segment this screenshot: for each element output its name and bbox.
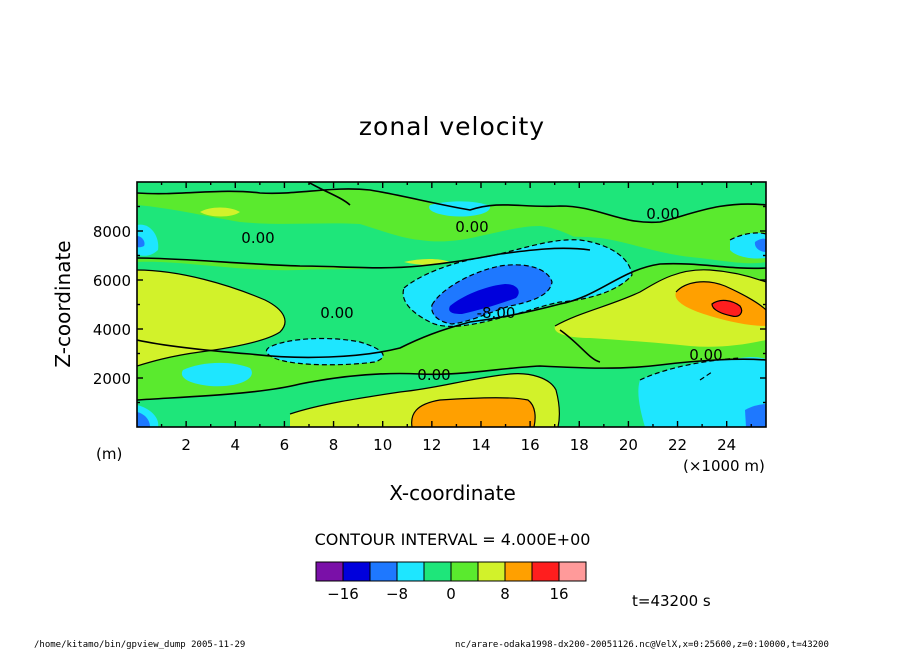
x-tick-label: 18 <box>570 436 589 454</box>
x-tick-label: 16 <box>521 436 540 454</box>
y-tick-label: 2000 <box>93 370 131 388</box>
contour-label: 0.00 <box>417 366 450 384</box>
chart-title: zonal velocity <box>358 112 546 141</box>
colorbar-swatch <box>315 561 344 582</box>
fill-12-to-16 <box>712 300 742 317</box>
contour-interval-text: CONTOUR INTERVAL = 4.000E+00 <box>314 530 591 549</box>
fill-neg8-to-neg4-left <box>266 338 384 365</box>
footer-left-path: /home/kitamo/bin/gpview_dump 2005-11-29 <box>34 640 246 650</box>
colorbar-label: 0 <box>446 585 456 603</box>
x-tick-label: 22 <box>668 436 687 454</box>
fill-neg8-to-neg4-right-top <box>730 232 766 259</box>
fill-neg12-to-neg8-br <box>745 404 766 427</box>
x-tick-label: 2 <box>181 436 191 454</box>
colorbar-swatch <box>531 561 560 582</box>
colorbar-swatch <box>396 561 425 582</box>
fill-4-to-8-top-left <box>200 207 240 217</box>
x-tick-label: 24 <box>717 436 736 454</box>
positive-contours <box>137 269 766 427</box>
x-axis-label: X-coordinate <box>389 481 516 505</box>
x-tick-label: 20 <box>619 436 638 454</box>
x-tick-label: 12 <box>422 436 441 454</box>
fill-neg12-to-neg8-tl <box>137 236 145 248</box>
colorbar: −16 −8 0 8 16 <box>315 561 587 603</box>
contour-label: 0.00 <box>689 346 722 364</box>
x-tick-label: 14 <box>471 436 490 454</box>
x-tick-label: 4 <box>231 436 241 454</box>
negative-contours <box>265 232 766 381</box>
contour-label: 0.00 <box>320 304 353 322</box>
footer-right-source: nc/arare-odaka1998-dx200-20051126.nc@Vel… <box>455 640 829 650</box>
colorbar-swatch <box>450 561 479 582</box>
contour-labels: 0.00 0.00 0.00 0.00 0.00 0.00 -8.00 <box>241 205 722 384</box>
zero-contours <box>137 182 766 401</box>
colorbar-label: 8 <box>500 585 510 603</box>
colorbar-swatch <box>477 561 506 582</box>
colorbar-swatch <box>558 561 587 582</box>
colorbar-swatch <box>504 561 533 582</box>
colorbar-label: 16 <box>549 585 568 603</box>
colorbar-label: −16 <box>327 585 359 603</box>
x-tick-label: 6 <box>280 436 290 454</box>
contour-label: -8.00 <box>477 304 516 322</box>
y-unit-label: (m) <box>96 445 123 463</box>
fill-neg8-to-neg4-left-low <box>181 362 252 387</box>
y-axis-label: Z-coordinate <box>51 240 75 368</box>
fill-8-to-12-bottom <box>411 397 536 427</box>
colorbar-swatch <box>369 561 398 582</box>
colorbar-swatch <box>342 561 371 582</box>
fill-4-to-8-left <box>137 270 285 366</box>
x-tick-label: 10 <box>373 436 392 454</box>
fill-neg8-to-neg4-right-low <box>638 357 766 427</box>
colorbar-label: −8 <box>386 585 408 603</box>
fill-neg4-to-0-left-top <box>137 205 590 268</box>
y-tick-label: 4000 <box>93 321 131 339</box>
contour-label: 0.00 <box>455 218 488 236</box>
x-unit-label: (×1000 m) <box>683 457 765 475</box>
fill-neg16-to-neg12 <box>449 284 519 314</box>
axis-ticks <box>137 182 766 427</box>
contour-field <box>137 182 766 427</box>
fill-neg12-to-neg8-bl <box>137 412 150 427</box>
y-tick-label: 8000 <box>93 223 131 241</box>
time-stamp: t=43200 s <box>632 592 711 610</box>
x-tick-label: 8 <box>329 436 339 454</box>
fill-neg8-to-neg4-left-edge <box>137 224 159 256</box>
contour-label: 0.00 <box>241 229 274 247</box>
y-tick-label: 6000 <box>93 272 131 290</box>
fill-neg12-to-neg8-tr <box>754 238 766 252</box>
contour-label: 0.00 <box>646 205 679 223</box>
colorbar-swatch <box>423 561 452 582</box>
